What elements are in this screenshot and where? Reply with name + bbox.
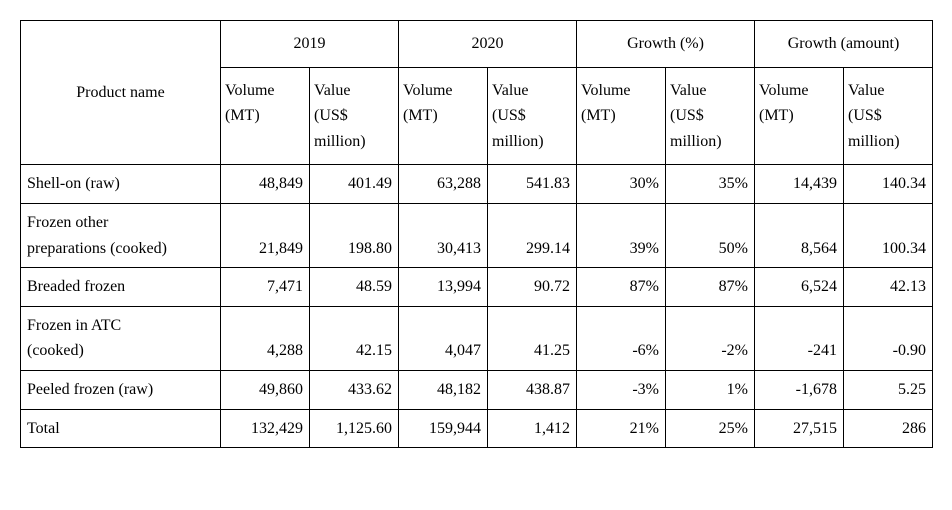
cell-ga_vol: 27,515 (755, 409, 844, 448)
col-header-2020-value: Value(US$million) (488, 67, 577, 165)
col-group-2019: 2019 (221, 21, 399, 68)
cell-gp_vol: 21% (577, 409, 666, 448)
cell-ga_val: 5.25 (844, 370, 933, 409)
table-row: Breaded frozen7,47148.5913,99490.7287%87… (21, 268, 933, 307)
data-table: Product name 2019 2020 Growth (%) Growth… (20, 20, 933, 448)
cell-gp_vol: 39% (577, 203, 666, 267)
cell-v2020_val: 90.72 (488, 268, 577, 307)
cell-v2019_vol: 7,471 (221, 268, 310, 307)
cell-v2020_vol: 30,413 (399, 203, 488, 267)
cell-v2019_val: 42.15 (310, 306, 399, 370)
cell-v2020_val: 41.25 (488, 306, 577, 370)
cell-gp_vol: -6% (577, 306, 666, 370)
cell-product-name: Total (21, 409, 221, 448)
cell-gp_val: 25% (666, 409, 755, 448)
cell-gp_vol: 87% (577, 268, 666, 307)
cell-v2019_val: 198.80 (310, 203, 399, 267)
cell-v2019_val: 1,125.60 (310, 409, 399, 448)
cell-v2019_vol: 4,288 (221, 306, 310, 370)
cell-gp_val: 50% (666, 203, 755, 267)
cell-v2019_vol: 48,849 (221, 165, 310, 204)
col-group-2020: 2020 (399, 21, 577, 68)
col-header-2019-volume: Volume(MT) (221, 67, 310, 165)
table-body: Shell-on (raw)48,849401.4963,288541.8330… (21, 165, 933, 448)
cell-v2020_val: 438.87 (488, 370, 577, 409)
cell-gp_vol: 30% (577, 165, 666, 204)
cell-gp_val: 35% (666, 165, 755, 204)
cell-v2019_vol: 49,860 (221, 370, 310, 409)
cell-v2019_vol: 21,849 (221, 203, 310, 267)
cell-gp_val: 87% (666, 268, 755, 307)
table-row: Frozen otherpreparations (cooked)21,8491… (21, 203, 933, 267)
cell-ga_vol: 8,564 (755, 203, 844, 267)
cell-product-name: Shell-on (raw) (21, 165, 221, 204)
cell-v2020_val: 1,412 (488, 409, 577, 448)
cell-v2020_vol: 48,182 (399, 370, 488, 409)
col-header-growth-amt-value: Value(US$million) (844, 67, 933, 165)
col-header-product-name: Product name (21, 21, 221, 165)
col-group-growth-percent: Growth (%) (577, 21, 755, 68)
cell-v2019_val: 48.59 (310, 268, 399, 307)
table-head: Product name 2019 2020 Growth (%) Growth… (21, 21, 933, 165)
cell-gp_vol: -3% (577, 370, 666, 409)
cell-ga_vol: -1,678 (755, 370, 844, 409)
col-header-growth-pct-value: Value(US$million) (666, 67, 755, 165)
cell-ga_vol: 6,524 (755, 268, 844, 307)
col-group-growth-amount: Growth (amount) (755, 21, 933, 68)
cell-v2019_val: 401.49 (310, 165, 399, 204)
cell-product-name: Breaded frozen (21, 268, 221, 307)
col-header-2019-value: Value(US$million) (310, 67, 399, 165)
cell-gp_val: 1% (666, 370, 755, 409)
col-header-growth-pct-volume: Volume(MT) (577, 67, 666, 165)
col-header-2020-volume: Volume(MT) (399, 67, 488, 165)
table-row: Total132,4291,125.60159,9441,41221%25%27… (21, 409, 933, 448)
cell-ga_val: 286 (844, 409, 933, 448)
cell-v2020_vol: 4,047 (399, 306, 488, 370)
cell-v2020_val: 541.83 (488, 165, 577, 204)
table-row: Shell-on (raw)48,849401.4963,288541.8330… (21, 165, 933, 204)
table-row: Peeled frozen (raw)49,860433.6248,182438… (21, 370, 933, 409)
cell-v2020_val: 299.14 (488, 203, 577, 267)
col-header-growth-amt-volume: Volume(MT) (755, 67, 844, 165)
cell-v2019_val: 433.62 (310, 370, 399, 409)
cell-ga_val: -0.90 (844, 306, 933, 370)
cell-v2020_vol: 13,994 (399, 268, 488, 307)
cell-product-name: Peeled frozen (raw) (21, 370, 221, 409)
cell-ga_val: 140.34 (844, 165, 933, 204)
cell-v2020_vol: 159,944 (399, 409, 488, 448)
cell-gp_val: -2% (666, 306, 755, 370)
table-row: Frozen in ATC(cooked)4,28842.154,04741.2… (21, 306, 933, 370)
cell-ga_val: 42.13 (844, 268, 933, 307)
cell-ga_val: 100.34 (844, 203, 933, 267)
cell-product-name: Frozen in ATC(cooked) (21, 306, 221, 370)
cell-v2019_vol: 132,429 (221, 409, 310, 448)
cell-ga_vol: -241 (755, 306, 844, 370)
cell-ga_vol: 14,439 (755, 165, 844, 204)
cell-v2020_vol: 63,288 (399, 165, 488, 204)
cell-product-name: Frozen otherpreparations (cooked) (21, 203, 221, 267)
header-row-groups: Product name 2019 2020 Growth (%) Growth… (21, 21, 933, 68)
